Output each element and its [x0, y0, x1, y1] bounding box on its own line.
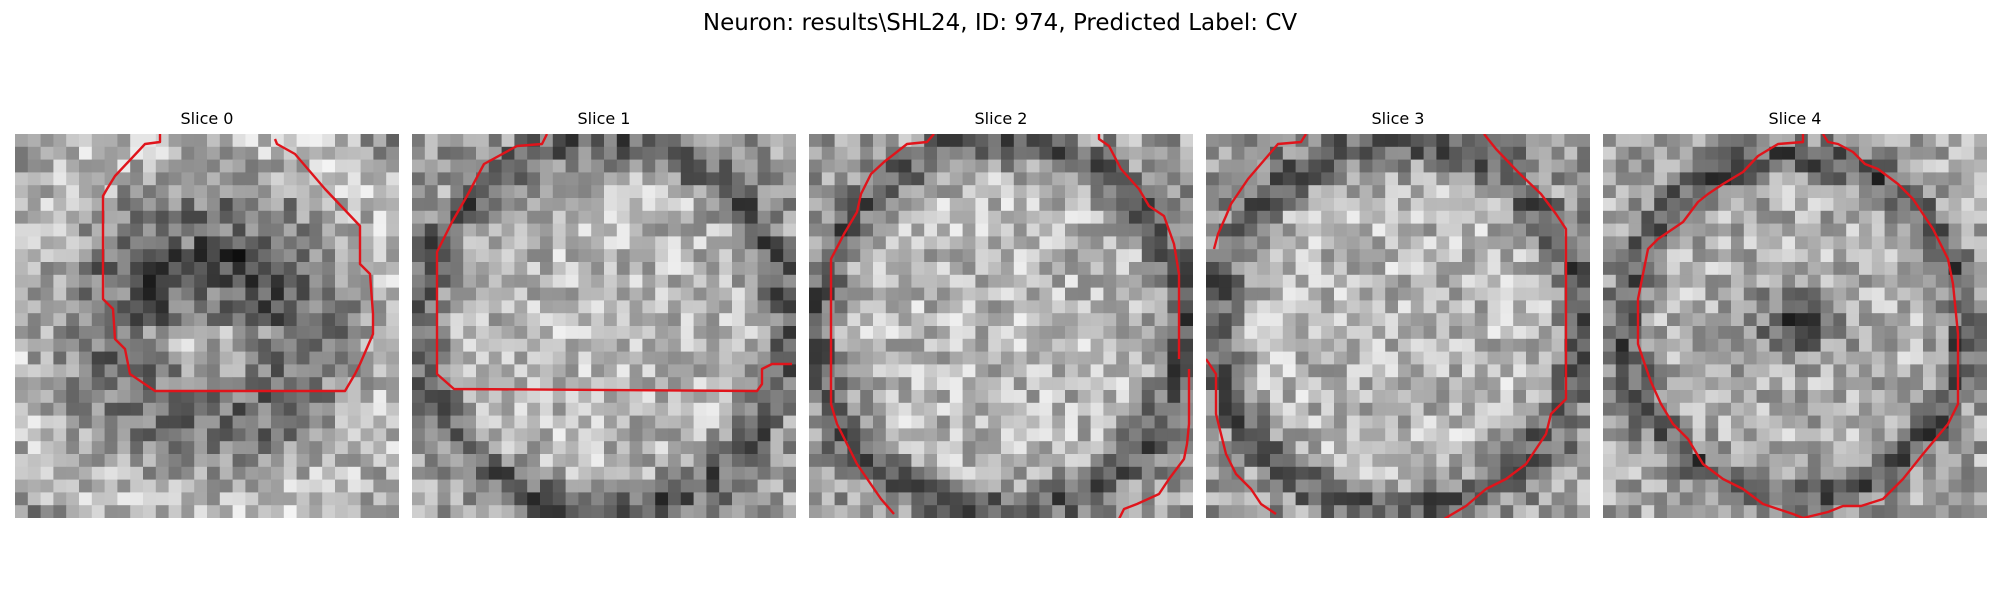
slice-image-2 [809, 134, 1193, 518]
contour-line [1443, 134, 1568, 518]
contour-line [101, 134, 375, 393]
contour-line [1097, 134, 1181, 359]
slice-title: Slice 2 [974, 109, 1028, 128]
slice-title: Slice 4 [1768, 109, 1822, 128]
contour-line [1206, 358, 1277, 515]
contour-line [1118, 369, 1191, 518]
contour-line [1636, 134, 1960, 518]
figure-title: Neuron: results\SHL24, ID: 974, Predicte… [702, 10, 1298, 36]
slice-title: Slice 0 [180, 109, 234, 128]
contour-line [1212, 134, 1308, 250]
contour-line [829, 134, 935, 515]
slice-image-0 [15, 134, 399, 518]
slice-title: Slice 3 [1371, 109, 1425, 128]
slice-image-1 [412, 134, 796, 518]
contour-line [435, 134, 792, 393]
slice-title: Slice 1 [577, 109, 631, 128]
slice-image-4 [1603, 134, 1987, 518]
slice-image-3 [1206, 134, 1590, 518]
